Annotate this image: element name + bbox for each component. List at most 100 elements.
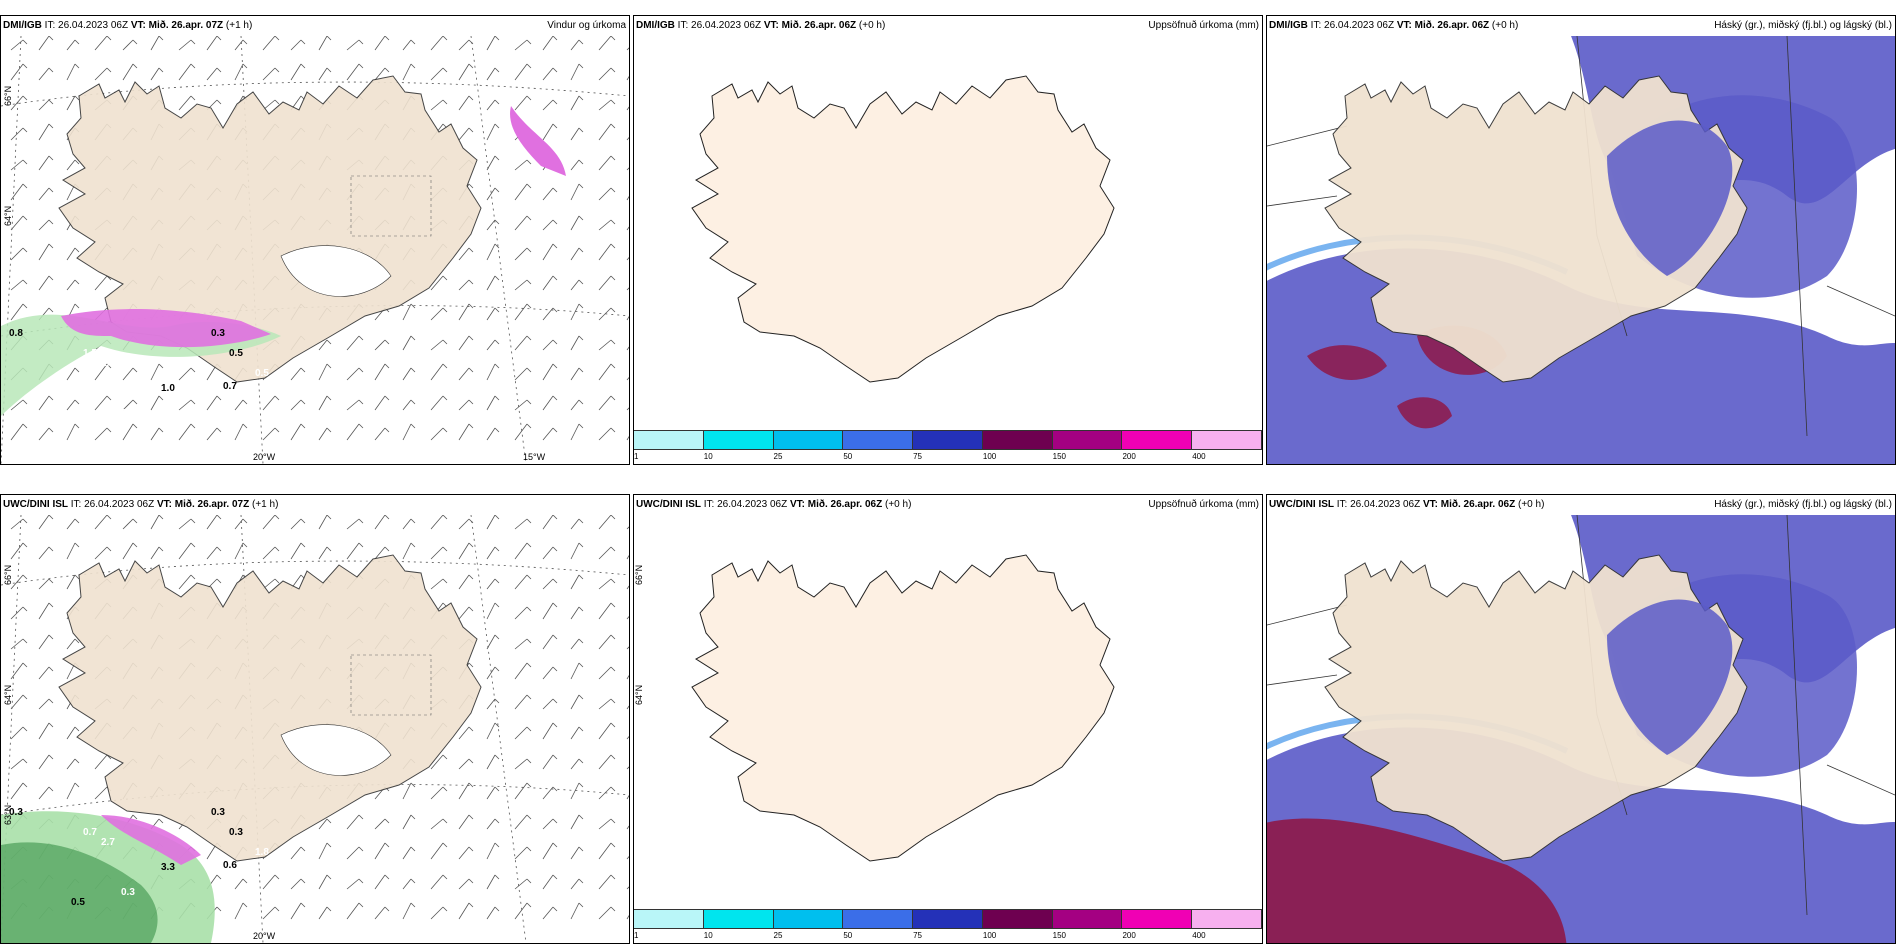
wind-barb bbox=[458, 399, 474, 411]
wind-barb bbox=[458, 303, 474, 321]
panel-wind-precip-uwc: UWC/DINI ISL IT: 26.04.2023 06Z VT: Mið.… bbox=[0, 494, 630, 944]
wind-barb bbox=[38, 515, 54, 530]
wind-barb bbox=[178, 423, 196, 441]
wind-barb bbox=[542, 275, 558, 291]
lead-time: (+1 h) bbox=[252, 499, 279, 510]
wind-barb bbox=[486, 427, 500, 441]
wind-barb bbox=[318, 842, 332, 860]
wind-barb bbox=[430, 395, 448, 411]
wind-barb bbox=[486, 307, 500, 321]
lead-time: (+0 h) bbox=[1518, 499, 1545, 510]
field-name: Uppsöfnuð úrkoma (mm) bbox=[1148, 20, 1259, 31]
wind-barb bbox=[206, 395, 222, 411]
wind-barb bbox=[486, 906, 500, 920]
wind-barb bbox=[206, 67, 222, 81]
wind-barb bbox=[570, 782, 584, 800]
wind-barb bbox=[598, 515, 616, 530]
precip-value-label: 1.8 bbox=[255, 847, 269, 858]
wind-barb bbox=[38, 187, 54, 201]
wind-barb bbox=[486, 339, 500, 351]
wind-barb bbox=[542, 395, 558, 411]
valid-time: Mið. 26.apr. 06Z bbox=[1440, 499, 1516, 510]
wind-barb bbox=[122, 39, 138, 51]
precip-colorbar: 1 10 25 50 75 100 150 200 400 bbox=[634, 430, 1262, 464]
panel-header: UWC/DINI ISL IT: 26.04.2023 06Z VT: Mið.… bbox=[1267, 495, 1895, 515]
colorbar-tick-label: 1 bbox=[634, 931, 639, 940]
wind-barb bbox=[542, 515, 558, 530]
wind-barb bbox=[346, 367, 364, 381]
panel-header: UWC/DINI ISL IT: 26.04.2023 06Z VT: Mið.… bbox=[634, 495, 1262, 515]
low-cloud-over-land bbox=[1607, 599, 1733, 755]
wind-barb bbox=[514, 782, 532, 800]
wind-barb bbox=[206, 515, 222, 530]
wind-barb bbox=[374, 363, 390, 381]
wind-barb bbox=[402, 542, 416, 560]
wind-barb bbox=[234, 878, 248, 890]
wind-barb bbox=[458, 95, 474, 111]
wind-barb bbox=[402, 846, 416, 860]
wind-barb bbox=[178, 518, 196, 530]
wind-barb bbox=[66, 159, 80, 171]
wind-barb bbox=[570, 423, 584, 441]
wind-barb bbox=[486, 874, 500, 890]
wind-barb bbox=[234, 39, 248, 51]
glacier bbox=[280, 245, 392, 297]
wind-barb bbox=[374, 67, 390, 81]
wind-barb bbox=[570, 335, 584, 351]
glacier bbox=[280, 724, 392, 776]
colorbar-tick-label: 1 bbox=[634, 452, 639, 461]
wind-barb bbox=[150, 36, 164, 51]
high-cloud-area bbox=[1267, 818, 1567, 943]
wind-barb bbox=[626, 136, 629, 141]
precip-heavy-area bbox=[61, 309, 271, 348]
valid-time-label: VT: bbox=[156, 499, 172, 510]
wind-barb bbox=[626, 436, 629, 441]
wind-barb bbox=[514, 335, 532, 351]
field-name: Háský (gr.), miðský (fj.bl.) og lágský (… bbox=[1714, 20, 1892, 31]
wind-barb bbox=[122, 423, 138, 441]
lat-label: 64°N bbox=[3, 685, 13, 705]
colorbar-swatch bbox=[1122, 431, 1193, 449]
wind-barb bbox=[626, 795, 629, 800]
wind-barb bbox=[262, 36, 280, 51]
wind-barb bbox=[234, 423, 248, 441]
wind-barb bbox=[374, 818, 390, 830]
wind-barb bbox=[570, 279, 584, 291]
wind-barb bbox=[374, 36, 390, 51]
wind-barb bbox=[570, 127, 584, 141]
wind-barb bbox=[458, 726, 474, 740]
wind-barb bbox=[346, 399, 364, 411]
map-clouds bbox=[1267, 36, 1895, 464]
wind-barb bbox=[598, 634, 616, 650]
wind-barb bbox=[346, 542, 364, 560]
wind-barb bbox=[542, 427, 558, 441]
wind-barb bbox=[346, 814, 364, 830]
wind-barb bbox=[38, 427, 54, 441]
wind-barb bbox=[514, 303, 532, 321]
wind-barb bbox=[290, 423, 306, 441]
wind-barb bbox=[626, 346, 629, 351]
wind-barb bbox=[570, 542, 584, 560]
map-clouds bbox=[1267, 515, 1895, 943]
wind-barb bbox=[542, 786, 558, 800]
wind-barb bbox=[570, 846, 584, 860]
panel-header: DMI/IGB IT: 26.04.2023 06Z VT: Mið. 26.a… bbox=[1267, 16, 1895, 36]
wind-barb bbox=[486, 395, 500, 411]
wind-barb bbox=[374, 395, 390, 411]
lead-time: (+1 h) bbox=[225, 20, 253, 31]
panel-accum-precip-uwc: UWC/DINI ISL IT: 26.04.2023 06Z VT: Mið.… bbox=[633, 494, 1263, 944]
wind-barb bbox=[178, 63, 196, 81]
map-wind: 66°N 64°N 63°N 20°W 0.3 0.7 0.6 1.8 3.3 2.7 0.3 0.5… bbox=[1, 515, 629, 943]
wind-barb bbox=[486, 219, 500, 231]
wind-barb bbox=[626, 555, 629, 560]
colorbar-swatch bbox=[634, 431, 704, 449]
wind-barb bbox=[206, 546, 222, 560]
initial-time: IT: 26.04.2023 06Z bbox=[1310, 20, 1395, 31]
colorbar-swatches bbox=[634, 909, 1262, 929]
wind-barb bbox=[38, 219, 54, 231]
valid-time-label: VT: bbox=[789, 499, 805, 510]
valid-time: Mið. 26.apr. 07Z bbox=[174, 499, 250, 510]
lead-time: (+0 h) bbox=[1491, 20, 1519, 31]
wind-barb bbox=[514, 159, 532, 171]
wind-barb bbox=[66, 758, 80, 770]
